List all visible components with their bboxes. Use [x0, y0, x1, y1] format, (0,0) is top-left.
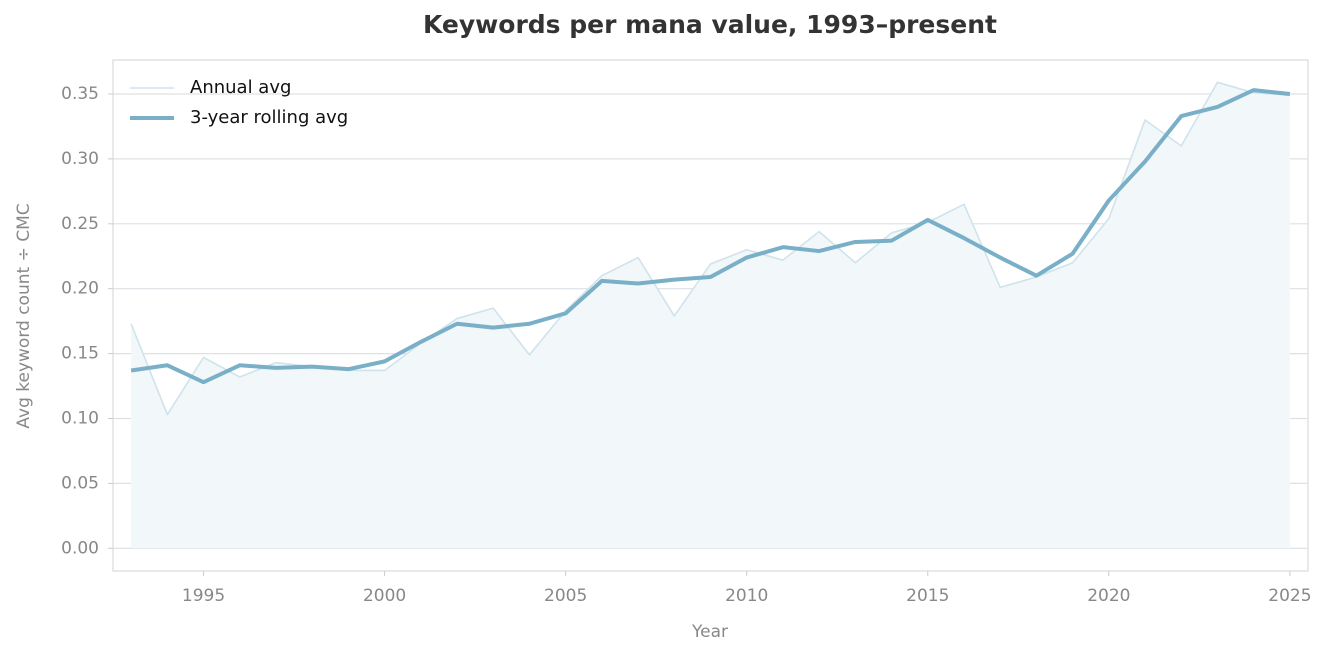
y-tick-label: 0.30	[61, 149, 99, 169]
area	[131, 82, 1290, 549]
x-tick-label: 2005	[544, 586, 587, 606]
x-tick-label: 2020	[1087, 586, 1130, 606]
x-tick-label: 2010	[725, 586, 768, 606]
x-tick-label: 1995	[182, 586, 225, 606]
x-tick-label: 2000	[363, 586, 406, 606]
y-tick-label: 0.25	[61, 214, 99, 234]
legend-label: Annual avg	[190, 77, 291, 98]
line	[130, 88, 1291, 385]
y-tick-label: 0.35	[61, 84, 99, 104]
y-axis-label: Avg keyword count ÷ CMC	[14, 203, 34, 428]
x-tick-label: 2025	[1268, 586, 1311, 606]
y-tick-label: 0.15	[61, 344, 99, 364]
y-tick-label: 0.05	[61, 473, 99, 493]
plot-frame	[112, 59, 1309, 572]
y-tick-label: 0.00	[61, 538, 99, 558]
legend-label: 3-year rolling avg	[190, 107, 348, 128]
chart-title: Keywords per mana value, 1993–present	[423, 10, 997, 39]
y-tick-label: 0.20	[61, 279, 99, 299]
series-layer	[131, 82, 1290, 549]
x-tick-label: 2015	[906, 586, 949, 606]
y-tick-label: 0.10	[61, 408, 99, 428]
x-axis-label: Year	[691, 622, 728, 642]
